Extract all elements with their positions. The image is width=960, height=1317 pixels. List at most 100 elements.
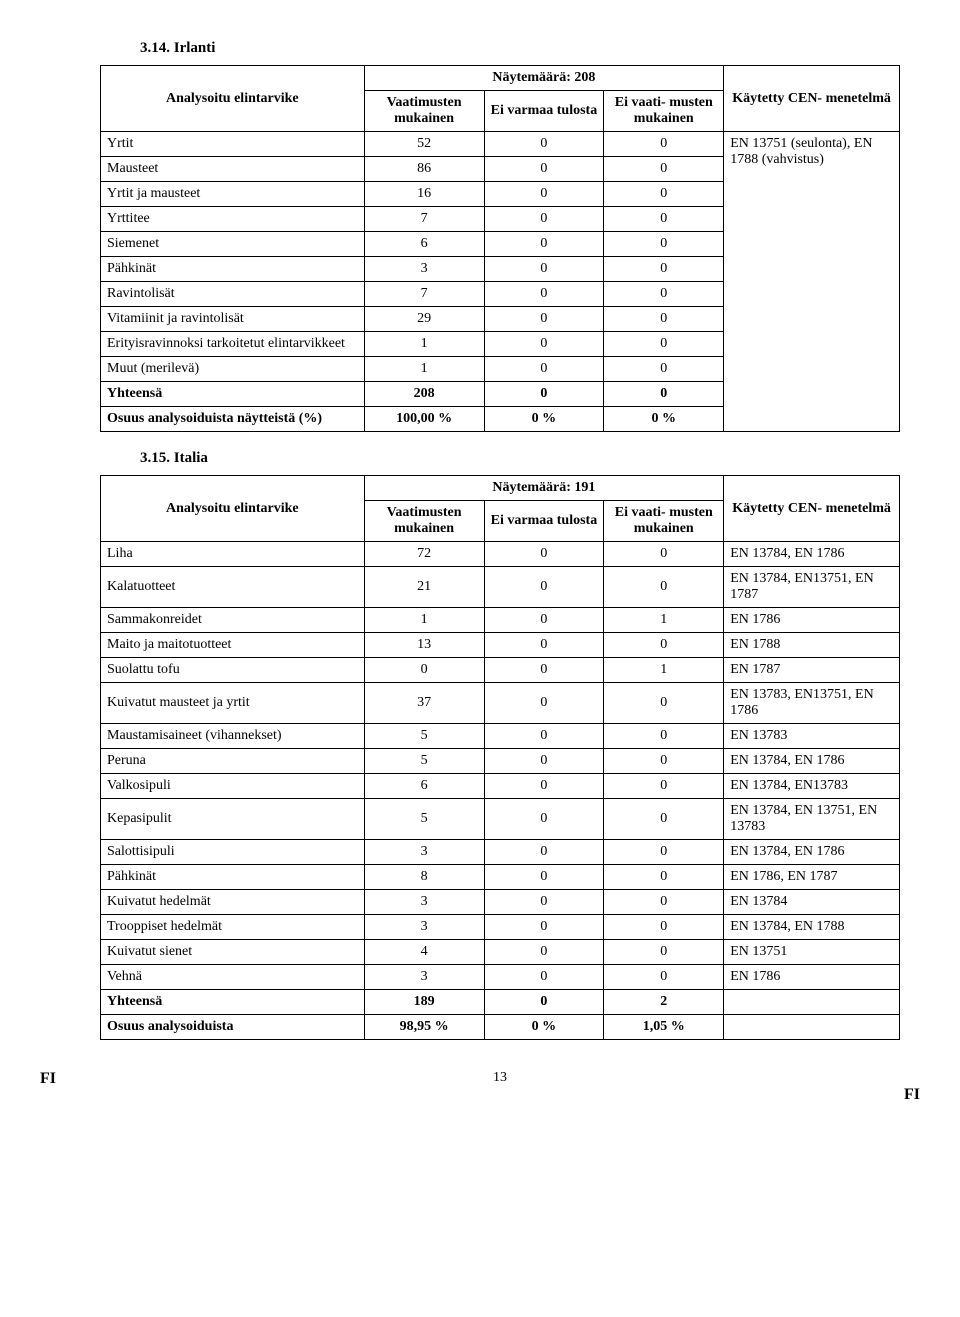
cell: 0 xyxy=(604,357,724,382)
cell: 0 xyxy=(484,749,604,774)
method-cell xyxy=(724,1015,900,1040)
cell: 1 xyxy=(604,608,724,633)
page-footer: FI 13 FI xyxy=(100,1070,900,1086)
table-italy: Analysoitu elintarvike Näytemäärä: 191 K… xyxy=(100,475,900,1040)
cell: 6 xyxy=(364,232,484,257)
cell: 3 xyxy=(364,915,484,940)
cell: 0 xyxy=(484,965,604,990)
row-label: Kuivatut hedelmät xyxy=(101,890,365,915)
cell: 29 xyxy=(364,307,484,332)
cell: 0 xyxy=(604,132,724,157)
cell: 5 xyxy=(364,749,484,774)
table-row: Maustamisaineet (vihannekset)500EN 13783 xyxy=(101,724,900,749)
cell: 0 xyxy=(604,940,724,965)
cell: 5 xyxy=(364,724,484,749)
cell: 0 xyxy=(484,542,604,567)
table-row: Yrtit5200EN 13751 (seulonta), EN 1788 (v… xyxy=(101,132,900,157)
cell: 3 xyxy=(364,257,484,282)
row-label: Pähkinät xyxy=(101,865,365,890)
cell: 0 xyxy=(604,724,724,749)
table-row-total: Yhteensä18902 xyxy=(101,990,900,1015)
section-heading-ireland: 3.14. Irlanti xyxy=(140,40,900,57)
th-v3: Ei vaati- musten mukainen xyxy=(604,501,724,542)
row-label: Sammakonreidet xyxy=(101,608,365,633)
cell: 0 xyxy=(604,890,724,915)
row-label: Suolattu tofu xyxy=(101,658,365,683)
footer-left: FI xyxy=(40,1070,56,1088)
cell: 3 xyxy=(364,840,484,865)
cell: 0 xyxy=(484,332,604,357)
cell: 0 xyxy=(604,840,724,865)
cell: 0 xyxy=(604,307,724,332)
cell: 0 xyxy=(604,774,724,799)
cell: 189 xyxy=(364,990,484,1015)
section-heading-italy: 3.15. Italia xyxy=(140,450,900,467)
method-cell: EN 1786 xyxy=(724,608,900,633)
cell: 0 xyxy=(364,658,484,683)
cell: 3 xyxy=(364,890,484,915)
th-sample-count: Näytemäärä: 191 xyxy=(364,476,724,501)
table-row: Kuivatut hedelmät300EN 13784 xyxy=(101,890,900,915)
table-row: Kepasipulit500EN 13784, EN 13751, EN 137… xyxy=(101,799,900,840)
table-row: Vehnä300EN 1786 xyxy=(101,965,900,990)
cell: 0 xyxy=(604,157,724,182)
cell: 2 xyxy=(604,990,724,1015)
cell: 0 xyxy=(484,840,604,865)
row-label: Trooppiset hedelmät xyxy=(101,915,365,940)
cell: 7 xyxy=(364,282,484,307)
cell: 0 xyxy=(484,567,604,608)
cell: 0 xyxy=(484,633,604,658)
row-label: Yhteensä xyxy=(101,990,365,1015)
row-label: Muut (merilevä) xyxy=(101,357,365,382)
row-label: Peruna xyxy=(101,749,365,774)
cell: 0 xyxy=(604,633,724,658)
th-method: Käytetty CEN- menetelmä xyxy=(724,66,900,132)
method-cell: EN 13784, EN 1786 xyxy=(724,749,900,774)
method-cell: EN 13784, EN 1786 xyxy=(724,542,900,567)
method-cell xyxy=(724,990,900,1015)
th-analysed: Analysoitu elintarvike xyxy=(101,476,365,542)
row-label: Siemenet xyxy=(101,232,365,257)
row-label: Erityisravinnoksi tarkoitetut elintarvik… xyxy=(101,332,365,357)
cell: 8 xyxy=(364,865,484,890)
footer-page-number: 13 xyxy=(100,1070,900,1086)
cell: 98,95 % xyxy=(364,1015,484,1040)
row-label: Kalatuotteet xyxy=(101,567,365,608)
cell: 86 xyxy=(364,157,484,182)
method-cell: EN 13784, EN13751, EN 1787 xyxy=(724,567,900,608)
cell: 208 xyxy=(364,382,484,407)
cell: 0 xyxy=(484,157,604,182)
table-row: Peruna500EN 13784, EN 1786 xyxy=(101,749,900,774)
cell: 0 xyxy=(604,542,724,567)
cell: 3 xyxy=(364,965,484,990)
cell: 0 xyxy=(484,865,604,890)
cell: 0 xyxy=(484,683,604,724)
row-label: Yrttitee xyxy=(101,207,365,232)
method-cell: EN 13751 xyxy=(724,940,900,965)
method-cell: EN 13784 xyxy=(724,890,900,915)
cell: 0 xyxy=(484,799,604,840)
method-cell: EN 13783 xyxy=(724,724,900,749)
row-label: Osuus analysoiduista xyxy=(101,1015,365,1040)
cell: 1 xyxy=(364,332,484,357)
cell: 0 xyxy=(484,915,604,940)
cell: 0 xyxy=(604,965,724,990)
cell: 0 xyxy=(484,382,604,407)
th-v3: Ei vaati- musten mukainen xyxy=(604,91,724,132)
method-cell: EN 13751 (seulonta), EN 1788 (vahvistus) xyxy=(724,132,900,432)
method-cell: EN 13784, EN 1788 xyxy=(724,915,900,940)
cell: 0 xyxy=(484,774,604,799)
cell: 1 xyxy=(604,658,724,683)
cell: 0 xyxy=(484,890,604,915)
cell: 13 xyxy=(364,633,484,658)
method-cell: EN 13784, EN 13751, EN 13783 xyxy=(724,799,900,840)
cell: 100,00 % xyxy=(364,407,484,432)
cell: 0 xyxy=(604,282,724,307)
cell: 0 % xyxy=(484,407,604,432)
row-label: Salottisipuli xyxy=(101,840,365,865)
cell: 0 xyxy=(484,257,604,282)
th-v1: Vaatimusten mukainen xyxy=(364,91,484,132)
cell: 0 xyxy=(604,749,724,774)
table-row: Maito ja maitotuotteet1300EN 1788 xyxy=(101,633,900,658)
row-label: Vitamiinit ja ravintolisät xyxy=(101,307,365,332)
